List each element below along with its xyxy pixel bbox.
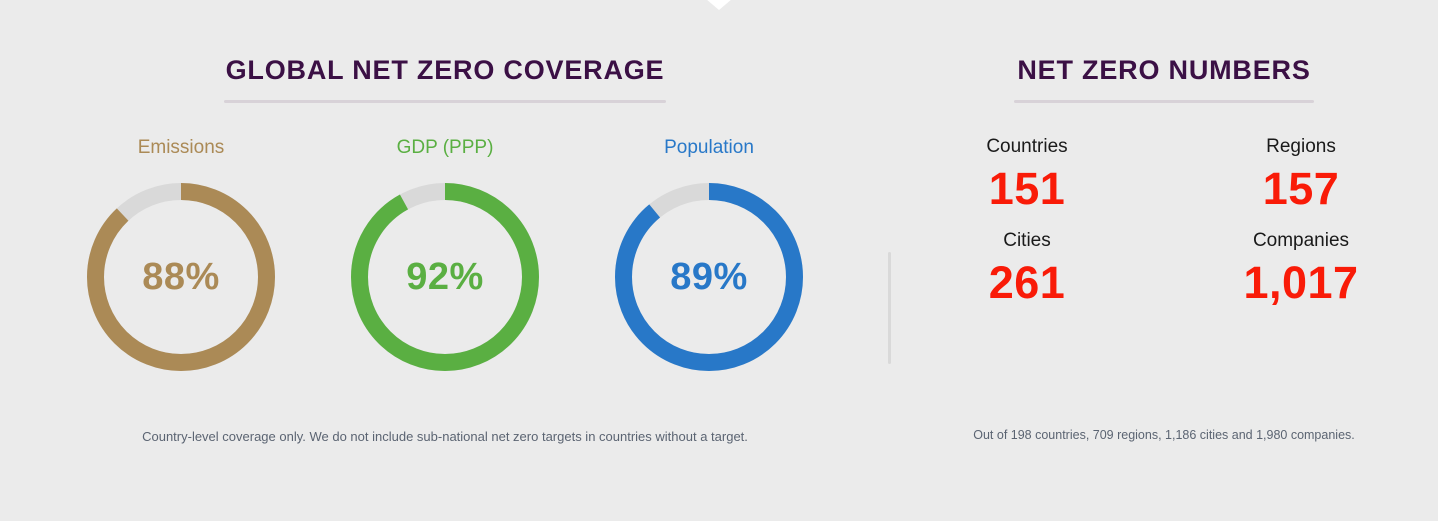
left-section-header: GLOBAL NET ZERO COVERAGE [0, 0, 890, 103]
stat-value: 157 [1262, 163, 1340, 214]
donut-value-population: 89% [670, 255, 748, 298]
donut-label-gdp: GDP (PPP) [396, 137, 494, 158]
stat-cities: Cities 261 [890, 231, 1164, 305]
donut-ring-emissions: 88% [87, 183, 275, 371]
donut-value-gdp: 92% [406, 255, 484, 298]
panel-divider [888, 252, 891, 364]
donut-gdp: GDP (PPP) 92% [350, 138, 540, 371]
donut-value-emissions: 88% [142, 255, 220, 298]
donut-emissions: Emissions 88% [86, 138, 276, 371]
donut-ring-gdp: 92% [351, 183, 539, 371]
stat-value: 1,017 [1243, 257, 1359, 308]
donut-label-population: Population [664, 137, 754, 158]
numbers-footnote: Out of 198 countries, 709 regions, 1,186… [973, 428, 1355, 442]
page-title: GLOBAL NET ZERO COVERAGE [225, 55, 665, 85]
stat-label: Cities [1003, 230, 1051, 251]
donut-ring-population: 89% [615, 183, 803, 371]
donut-label-emissions: Emissions [137, 137, 225, 158]
stat-countries: Countries 151 [890, 137, 1164, 211]
stats-grid: Countries 151 Regions 157 Cities 261 Com… [890, 137, 1438, 305]
global-net-zero-coverage-panel: GLOBAL NET ZERO COVERAGE Emissions 88% G… [0, 0, 890, 444]
stat-companies: Companies 1,017 [1164, 231, 1438, 305]
chevron-notch-icon [693, 0, 745, 10]
coverage-footnote: Country-level coverage only. We do not i… [142, 429, 748, 444]
stat-value: 261 [988, 257, 1066, 308]
donut-chart-row: Emissions 88% GDP (PPP) 92% [0, 138, 890, 371]
donut-population: Population 89% [614, 138, 804, 371]
right-section-header: NET ZERO NUMBERS [890, 0, 1438, 103]
net-zero-numbers-title: NET ZERO NUMBERS [1017, 55, 1311, 85]
stat-label: Companies [1252, 230, 1350, 251]
title-underline [224, 100, 666, 103]
title-underline [1014, 100, 1314, 103]
stat-label: Countries [986, 136, 1068, 157]
stat-value: 151 [988, 163, 1066, 214]
stat-label: Regions [1266, 136, 1336, 157]
stat-regions: Regions 157 [1164, 137, 1438, 211]
net-zero-numbers-panel: NET ZERO NUMBERS Countries 151 Regions 1… [890, 0, 1438, 521]
